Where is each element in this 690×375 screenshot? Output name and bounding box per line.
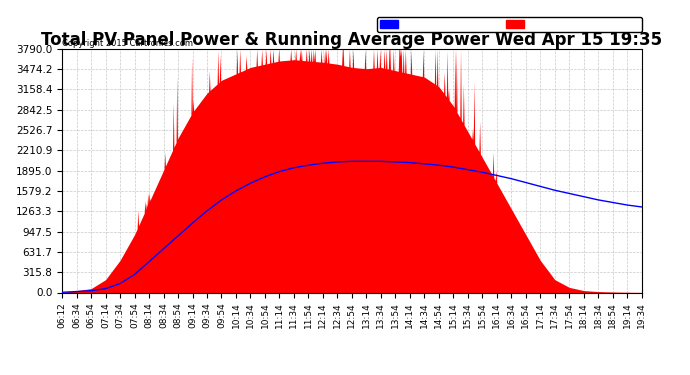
Title: Total PV Panel Power & Running Average Power Wed Apr 15 19:35: Total PV Panel Power & Running Average P… xyxy=(41,31,662,49)
Text: Copyright 2015 Cartronics.com: Copyright 2015 Cartronics.com xyxy=(62,39,193,48)
Legend: Average  (DC Watts), PV Panels  (DC Watts): Average (DC Watts), PV Panels (DC Watts) xyxy=(377,17,642,32)
